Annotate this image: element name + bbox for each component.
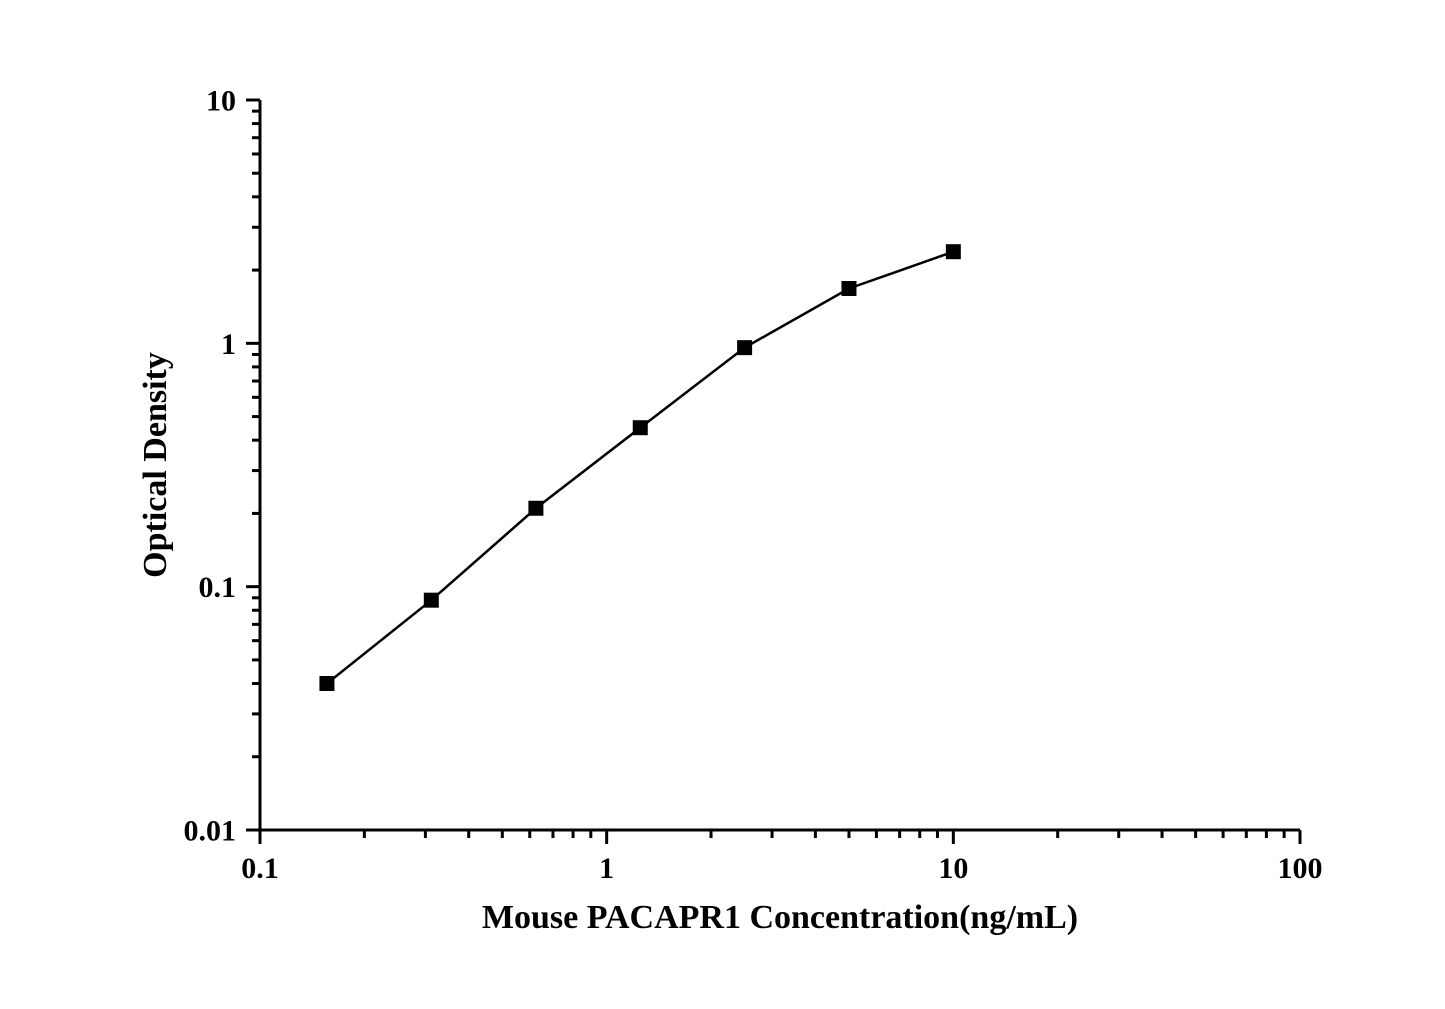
data-marker (946, 245, 960, 259)
data-marker (424, 593, 438, 607)
data-marker (738, 341, 752, 355)
x-tick-label: 0.1 (241, 852, 279, 885)
x-tick-label: 10 (938, 852, 968, 885)
x-tick-label: 1 (599, 852, 614, 885)
data-marker (633, 421, 647, 435)
data-marker (842, 282, 856, 296)
chart-container: 0.11101000.010.1110Mouse PACAPR1 Concent… (0, 0, 1445, 1009)
y-tick-label: 10 (206, 85, 236, 118)
y-tick-label: 1 (221, 328, 236, 361)
chart-svg: 0.11101000.010.1110Mouse PACAPR1 Concent… (0, 0, 1445, 1009)
y-tick-label: 0.1 (199, 571, 237, 604)
y-axis-label: Optical Density (137, 352, 174, 578)
chart-bg (0, 0, 1445, 1009)
x-tick-label: 100 (1278, 852, 1323, 885)
data-marker (529, 501, 543, 515)
x-axis-label: Mouse PACAPR1 Concentration(ng/mL) (482, 899, 1078, 936)
data-marker (320, 676, 334, 690)
y-tick-label: 0.01 (184, 815, 237, 848)
